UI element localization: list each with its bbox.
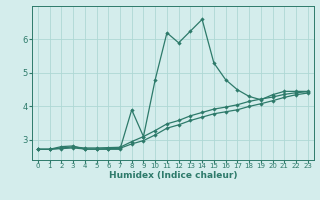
X-axis label: Humidex (Indice chaleur): Humidex (Indice chaleur): [108, 171, 237, 180]
